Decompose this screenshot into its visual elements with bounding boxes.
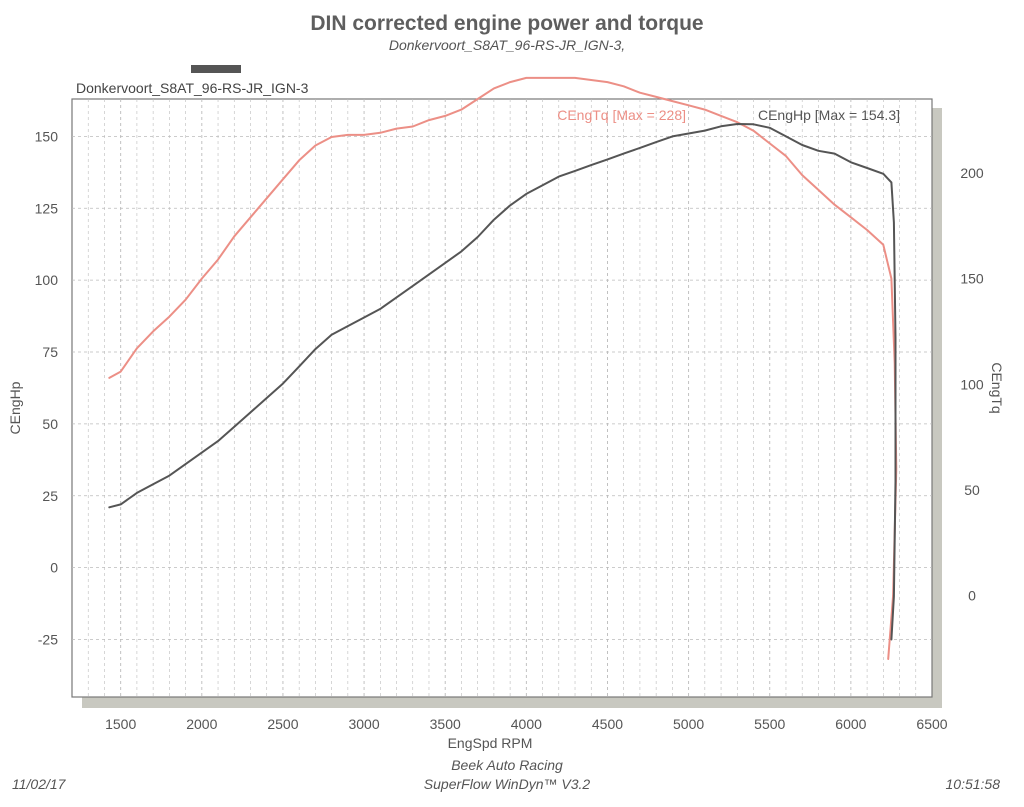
- y-left-tick-label: 150: [35, 128, 59, 144]
- x-tick-label: 6500: [916, 716, 947, 732]
- y-left-tick-label: 100: [35, 272, 59, 288]
- torque-series-line: [108, 76, 898, 660]
- plot-shadow: [932, 108, 942, 708]
- footer-company: Beek Auto Racing: [451, 757, 563, 773]
- x-tick-label: 4000: [511, 716, 542, 732]
- x-tick-label: 6000: [835, 716, 866, 732]
- x-tick-label: 3000: [348, 716, 379, 732]
- x-tick-label: 3500: [430, 716, 461, 732]
- plot-shadow-bottom: [82, 697, 942, 708]
- legend-power: CEngHp [Max = 154.3]: [758, 107, 900, 123]
- y-left-tick-label: 25: [42, 488, 58, 504]
- x-tick-label: 5500: [754, 716, 785, 732]
- run-label: Donkervoort_S8AT_96-RS-JR_IGN-3: [76, 80, 309, 96]
- x-axis-label: EngSpd RPM: [448, 735, 533, 751]
- power-series-line: [108, 123, 897, 641]
- plot-area: [71, 98, 933, 698]
- x-tick-label: 1500: [105, 716, 136, 732]
- y-right-tick-label: 0: [968, 588, 976, 604]
- y-right-tick-label: 100: [960, 376, 984, 392]
- x-tick-label: 2500: [267, 716, 298, 732]
- footer-software: SuperFlow WinDyn™ V3.2: [424, 776, 591, 792]
- y-right-tick-label: 200: [960, 165, 984, 181]
- axis-ticks: 1500 2000 2500 3000 3500 4000 4500 5000 5500 6000…: [35, 128, 984, 732]
- y-right-tick-label: 50: [964, 482, 980, 498]
- x-tick-label: 2000: [186, 716, 217, 732]
- y-axis-label-left: CEngHp: [7, 381, 23, 434]
- legend-torque: CEngTq [Max = 228]: [557, 107, 686, 123]
- y-axis-label-right: CEngTq: [989, 362, 1005, 413]
- x-tick-label: 5000: [673, 716, 704, 732]
- x-tick-label: 4500: [592, 716, 623, 732]
- y-left-tick-label: 125: [35, 200, 59, 216]
- run-marker-bar: [191, 65, 241, 73]
- y-left-tick-label: 75: [42, 344, 58, 360]
- y-left-tick-label: 0: [50, 560, 58, 576]
- y-left-tick-label: -25: [38, 632, 58, 648]
- chart-title: DIN corrected engine power and torque: [310, 12, 703, 35]
- chart-subtitle: Donkervoort_S8AT_96-RS-JR_IGN-3,: [389, 37, 625, 53]
- footer-time: 10:51:58: [946, 776, 1001, 792]
- y-left-tick-label: 50: [42, 416, 58, 432]
- grid-lines: [72, 99, 932, 697]
- footer-date: 11/02/17: [12, 776, 67, 792]
- y-right-tick-label: 150: [960, 271, 984, 287]
- series-lines: [108, 76, 898, 660]
